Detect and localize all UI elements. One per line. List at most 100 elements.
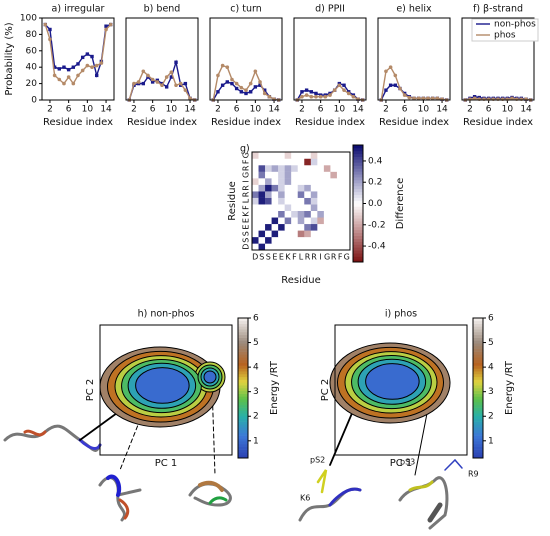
panel-title: c) turn: [230, 4, 261, 15]
heat-cell: [278, 217, 285, 225]
y-tick-label: 80: [26, 30, 38, 40]
marker: [146, 73, 150, 78]
heat-cell: [336, 158, 344, 166]
heat-cell: [284, 152, 292, 159]
marker: [388, 83, 393, 87]
y-tick-label: 100: [20, 14, 37, 24]
y-tick-label: F: [242, 159, 251, 164]
y-tick-label: I: [242, 180, 251, 182]
x-tick-label: I: [319, 253, 321, 262]
heat-cell: [323, 223, 331, 231]
x-tick-label: 2: [383, 105, 389, 115]
marker: [99, 61, 104, 65]
heat-cell: [291, 236, 298, 244]
colorbar-step: [238, 444, 248, 448]
plot-frame: [41, 17, 115, 101]
colorbar-tick-label: 5: [253, 338, 259, 348]
colorbar-step: [353, 185, 363, 190]
heat-cell: [323, 184, 331, 192]
marker: [393, 83, 397, 87]
marker: [342, 88, 346, 92]
x-axis-label: Residue: [281, 275, 320, 286]
colorbar-step: [473, 354, 483, 358]
colorbar-step: [238, 446, 248, 450]
colorbar-step: [238, 360, 248, 364]
colorbar-step: [353, 150, 363, 155]
marker: [421, 96, 426, 101]
panel-title: g): [240, 144, 250, 155]
heat-cell: [323, 191, 331, 198]
heat-cell: [304, 230, 311, 238]
marker: [258, 80, 262, 84]
colorbar-step: [473, 399, 483, 403]
heat-cell: [336, 210, 344, 218]
heat-cell: [258, 236, 266, 244]
colorbar-step: [238, 354, 248, 358]
panel-title: d) PPII: [315, 4, 345, 15]
heat-cell: [323, 230, 331, 238]
heat-cell: [330, 178, 338, 185]
heat-cell: [317, 178, 325, 185]
marker: [62, 81, 66, 86]
colorbar-step: [473, 323, 483, 327]
marker: [244, 88, 248, 92]
heat-cell: [336, 236, 344, 244]
heat-cell: [284, 236, 292, 244]
colorbar-step: [473, 388, 483, 392]
marker: [309, 90, 313, 94]
colorbar-step: [353, 145, 363, 149]
heat-cell: [343, 191, 351, 198]
marker: [183, 81, 188, 86]
marker: [164, 85, 169, 89]
heat-cell: [291, 197, 298, 205]
x-tick-label: 6: [402, 105, 408, 115]
heat-cell: [297, 223, 305, 231]
colorbar-step: [353, 174, 363, 178]
colorbar-tick-label: 4: [488, 363, 494, 373]
marker: [94, 63, 99, 68]
heat-cell: [330, 230, 338, 238]
heat-cell: [271, 210, 279, 218]
heat-cell: [297, 236, 305, 244]
marker: [314, 94, 318, 99]
x-axis-label: PC 1: [155, 458, 178, 469]
heat-cell: [297, 171, 305, 179]
colorbar-step: [238, 385, 248, 389]
colorbar-step: [238, 407, 248, 411]
heat-cell: [258, 243, 266, 251]
x-tick-label: 6: [234, 105, 240, 115]
colorbar-step: [238, 346, 248, 350]
y-tick-label: R: [242, 191, 251, 197]
colorbar-step: [353, 197, 363, 201]
heat-cell: [284, 243, 292, 251]
colorbar-step: [473, 427, 483, 431]
heat-cell: [265, 223, 272, 231]
marker: [267, 94, 272, 99]
marker: [183, 88, 188, 92]
marker: [178, 81, 183, 86]
colorbar-step: [473, 318, 483, 322]
heat-cell: [330, 197, 338, 205]
x-tick-label: 14: [268, 105, 280, 115]
x-tick-label: S: [259, 253, 264, 262]
heat-cell: [271, 243, 279, 251]
marker: [76, 73, 80, 78]
marker: [248, 81, 253, 86]
heat-cell: [278, 210, 285, 218]
heat-cell: [258, 210, 266, 218]
heat-cell: [265, 230, 272, 238]
colorbar-step: [473, 365, 483, 369]
colorbar-step: [353, 168, 363, 172]
colorbar-step: [238, 396, 248, 400]
x-tick-label: 10: [418, 105, 430, 115]
heat-cell: [265, 243, 272, 251]
marker: [95, 73, 99, 78]
marker: [66, 75, 71, 79]
heat-cell: [297, 197, 305, 205]
heat-cell: [310, 165, 318, 172]
x-tick-label: 2: [467, 105, 473, 115]
heat-cell: [265, 217, 272, 225]
heat-cell: [278, 152, 285, 159]
colorbar-step: [238, 340, 248, 344]
colorbar-label: Energy /RT: [269, 360, 280, 415]
